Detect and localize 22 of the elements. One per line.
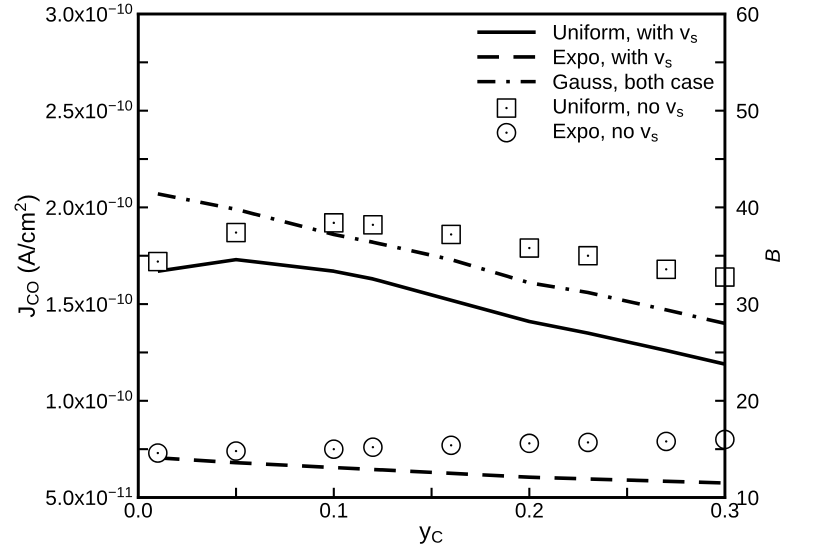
x-tick-label: 0.2 [516,502,543,518]
legend-label: Uniform, no v$_{s}$ [554,98,684,117]
y2-tick-label: 40 [736,200,758,216]
y-tick-label: 3.0x10$^{−10}$ [46,4,132,22]
y2-tick-label: 20 [737,394,758,409]
y-tick-label: 1.5x10$^{−10}$ [46,294,132,312]
x-axis-title: y$_{C}$ [419,526,443,544]
y-tick-label: 2.5x10$^{−10}$ [46,100,132,118]
y2-tick-label: 60 [737,6,758,22]
legend-label: Expo, no v$_{s}$ [554,124,658,142]
y2-tick-label: 50 [736,104,758,118]
y2-tick-label: 10 [738,490,758,506]
y-axis-title: J$_{CO}$ (A/cm$^{2}$) [14,196,40,318]
x-tick-label: 0.1 [320,502,348,518]
x-tick-label: 0.3 [711,502,738,518]
legend-label: Expo, with v$_{s}$ [554,49,672,68]
y2-axis-title: B [765,250,780,262]
legend-label: Uniform, with v$_{s}$ [554,24,698,43]
legend-label: Gauss, both case [553,74,714,92]
y2-tick-label: 30 [736,297,758,312]
y-tick-label: 2.0x10$^{−10}$ [46,197,132,216]
y-tick-label: 1.0x10$^{−10}$ [46,390,132,409]
